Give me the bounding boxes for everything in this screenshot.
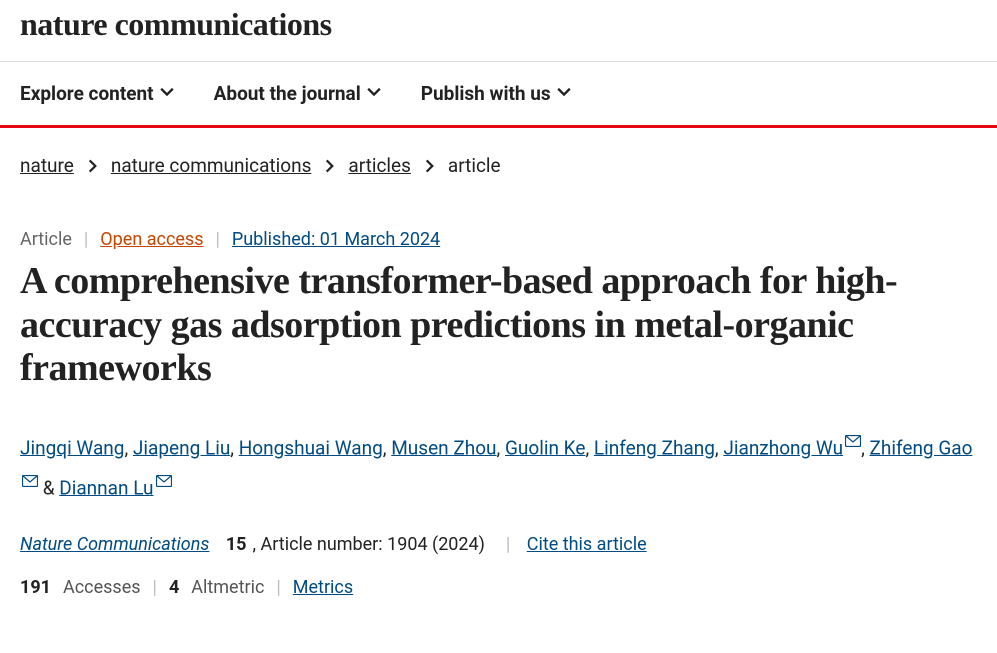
metrics-link[interactable]: Metrics [293,577,353,598]
nav-explore-content[interactable]: Explore content [20,82,174,105]
author-separator: , [497,436,505,459]
nav-item-label: Explore content [20,82,154,105]
breadcrumb-current: article [448,154,501,177]
author-link[interactable]: Diannan Lu [59,476,153,499]
article-category: Article [20,229,72,250]
metrics-row: 191 Accesses | 4 Altmetric | Metrics [20,555,977,598]
author-link[interactable]: Jianzhong Wu [723,436,843,459]
author-link[interactable]: Linfeng Zhang [594,436,715,459]
breadcrumb: nature nature communications articles ar… [20,128,977,189]
chevron-down-icon [557,87,571,101]
author-link[interactable]: Guolin Ke [505,436,585,459]
separator: | [276,577,280,598]
chevron-down-icon [367,87,381,101]
author-link[interactable]: Hongshuai Wang [239,436,383,459]
mail-icon[interactable] [22,465,38,497]
journal-link[interactable]: Nature Communications [20,534,209,555]
mail-icon[interactable] [845,425,861,457]
article-title: A comprehensive transformer-based approa… [20,250,977,391]
author-separator: , [861,436,869,459]
journal-title[interactable]: nature communications [20,0,977,61]
author-link[interactable]: Jingqi Wang [20,436,124,459]
separator: | [153,577,157,598]
open-access-link[interactable]: Open access [100,229,203,250]
volume-number: 15 [226,534,247,555]
breadcrumb-link[interactable]: nature communications [111,154,312,177]
author-separator: & [38,476,59,499]
published-date-link[interactable]: Published: 01 March 2024 [232,229,440,250]
article-meta: Article | Open access | Published: 01 Ma… [20,189,977,250]
breadcrumb-link[interactable]: nature [20,154,74,177]
chevron-right-icon [88,159,97,173]
main-nav: Explore content About the journal Publis… [20,62,977,125]
nav-publish-with-us[interactable]: Publish with us [421,82,571,105]
author-separator: , [124,436,132,459]
author-link[interactable]: Jiapeng Liu [133,436,230,459]
author-separator: , [585,436,593,459]
altmetric-label: Altmetric [191,577,264,598]
chevron-right-icon [425,159,434,173]
separator: | [506,534,510,555]
nav-about-journal[interactable]: About the journal [214,82,381,105]
author-separator: , [230,436,238,459]
accesses-label: Accesses [63,577,141,598]
separator: | [216,229,220,250]
nav-item-label: Publish with us [421,82,551,105]
chevron-right-icon [325,159,334,173]
cite-article-link[interactable]: Cite this article [527,534,647,555]
authors-list: Jingqi Wang, Jiapeng Liu, Hongshuai Wang… [20,391,977,504]
author-separator: , [383,436,391,459]
article-number-text: , Article number: 1904 (2024) [253,534,485,555]
breadcrumb-link[interactable]: articles [348,154,411,177]
chevron-down-icon [160,87,174,101]
accesses-count: 191 [20,577,51,598]
altmetric-count: 4 [169,577,179,598]
mail-icon[interactable] [156,465,172,497]
separator: | [84,229,88,250]
author-link[interactable]: Zhifeng Gao [870,436,973,459]
nav-item-label: About the journal [214,82,361,105]
citation-row: Nature Communications 15 , Article numbe… [20,504,977,555]
author-link[interactable]: Musen Zhou [391,436,496,459]
